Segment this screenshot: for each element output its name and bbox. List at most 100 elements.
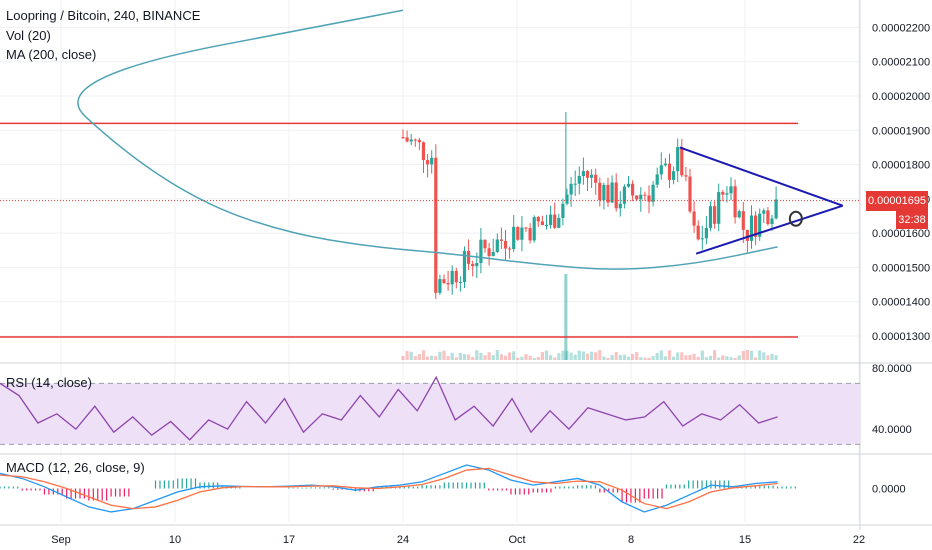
candle-body bbox=[762, 210, 766, 214]
triangle-upper-line bbox=[679, 146, 844, 207]
volume-bar bbox=[503, 355, 508, 360]
candle-body bbox=[454, 270, 458, 283]
rsi-indicator-label[interactable]: RSI (14, close) bbox=[6, 375, 92, 390]
volume-bar bbox=[536, 357, 540, 360]
ma-indicator-label[interactable]: MA (200, close) bbox=[6, 47, 97, 62]
y-tick-label: 0.00002100 bbox=[872, 57, 930, 69]
volume-bar bbox=[602, 356, 606, 360]
volume-bar bbox=[426, 356, 430, 360]
volume-bar bbox=[520, 356, 524, 360]
volume-bar bbox=[737, 355, 741, 360]
candle-body bbox=[479, 239, 483, 263]
rsi-tick-label: 40.0000 bbox=[872, 424, 912, 436]
breakout-circle-marker bbox=[788, 210, 803, 227]
volume-bar bbox=[569, 352, 573, 360]
volume-bar bbox=[499, 354, 503, 360]
candle-body bbox=[520, 227, 524, 240]
volume-bar bbox=[512, 351, 516, 360]
candle-body bbox=[688, 176, 692, 212]
volume-bar bbox=[491, 355, 495, 360]
candlestick-series bbox=[401, 112, 778, 300]
y-tick-label: 0.00001900 bbox=[872, 125, 930, 137]
candle-body bbox=[495, 239, 499, 252]
candle-body bbox=[417, 140, 421, 143]
candle-body bbox=[721, 192, 725, 195]
candle-body bbox=[696, 225, 700, 240]
horizontal-levels[interactable] bbox=[0, 122, 798, 338]
candle-body bbox=[594, 174, 598, 183]
candle-body bbox=[536, 217, 540, 222]
y-tick-label: 0.00001500 bbox=[872, 262, 930, 274]
volume-bar bbox=[749, 350, 754, 360]
candle-body bbox=[741, 211, 745, 230]
volume-bar bbox=[700, 350, 704, 360]
candle-body bbox=[774, 199, 778, 219]
volume-bar bbox=[696, 356, 700, 360]
x-tick-label: Oct bbox=[508, 534, 525, 546]
candle-body bbox=[704, 227, 708, 239]
volume-bar bbox=[450, 352, 454, 360]
candle-body bbox=[745, 229, 749, 241]
volume-bar bbox=[614, 352, 618, 360]
candle-body bbox=[733, 186, 737, 218]
volume-bar bbox=[688, 354, 692, 360]
signal-line bbox=[0, 467, 778, 510]
candle-body bbox=[540, 221, 544, 226]
candle-body bbox=[516, 226, 520, 240]
candle-body bbox=[549, 214, 553, 226]
x-tick-label: 10 bbox=[169, 534, 181, 546]
candle-body bbox=[450, 270, 454, 285]
volume-bar bbox=[610, 354, 614, 360]
candle-body bbox=[725, 193, 729, 195]
volume-bar bbox=[487, 352, 491, 360]
y-tick-label: 0.00002200 bbox=[872, 22, 930, 34]
macd-pane bbox=[0, 464, 796, 513]
candle-body bbox=[544, 225, 549, 227]
volume-bar bbox=[692, 353, 696, 360]
volume-bar bbox=[495, 350, 499, 360]
volume-bar bbox=[667, 350, 672, 360]
candle-body bbox=[770, 218, 774, 225]
volume-bar bbox=[745, 350, 749, 360]
volume-bar bbox=[704, 357, 708, 360]
volume-bar bbox=[590, 351, 594, 360]
volume-bar bbox=[635, 352, 639, 360]
candle-body bbox=[737, 211, 741, 218]
ma200-line bbox=[77, 9, 778, 270]
volume-bar bbox=[626, 356, 631, 360]
candle-body bbox=[573, 183, 577, 185]
volume-bar bbox=[643, 357, 647, 360]
last-price-tag: 0.00001695 bbox=[866, 190, 928, 211]
candle-body bbox=[467, 250, 471, 264]
rsi-pane bbox=[0, 375, 860, 445]
candle-body bbox=[680, 147, 684, 176]
candle-body bbox=[643, 194, 647, 196]
candle-body bbox=[655, 174, 659, 185]
rsi-tick-label: 80.0000 bbox=[872, 363, 912, 375]
volume-bar bbox=[508, 352, 512, 360]
volume-bar bbox=[413, 356, 417, 360]
candle-body bbox=[581, 171, 585, 176]
volume-bar bbox=[467, 354, 471, 360]
volume-bar bbox=[557, 353, 561, 360]
macd-indicator-label[interactable]: MACD (12, 26, close, 9) bbox=[6, 460, 145, 475]
volume-bar bbox=[672, 356, 676, 360]
vol-indicator-label[interactable]: Vol (20) bbox=[6, 28, 51, 43]
volume-bar bbox=[774, 355, 778, 360]
candle-body bbox=[409, 139, 413, 142]
volume-bar bbox=[606, 357, 610, 360]
volume-bar bbox=[438, 351, 442, 360]
volume-bar bbox=[631, 353, 635, 360]
candle-body bbox=[430, 157, 434, 165]
volume-bar bbox=[758, 350, 762, 360]
volume-bar bbox=[532, 357, 536, 360]
candle-body bbox=[421, 142, 426, 161]
candle-body bbox=[590, 174, 594, 178]
candle-body bbox=[651, 184, 655, 202]
y-tick-label: 0.00001600 bbox=[872, 228, 930, 240]
volume-bar bbox=[622, 354, 626, 360]
volume-bar bbox=[401, 356, 405, 360]
symbol-title[interactable]: Loopring / Bitcoin, 240, BINANCE bbox=[6, 8, 201, 23]
candle-body bbox=[569, 183, 573, 195]
